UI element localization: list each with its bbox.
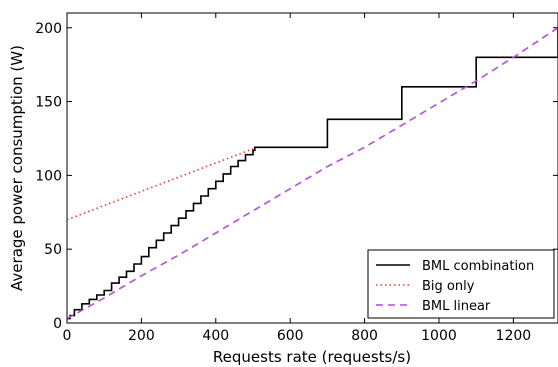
x-tick-label: 600 <box>277 328 304 344</box>
y-tick-label: 50 <box>44 242 62 258</box>
legend-label-bml-linear: BML linear <box>422 299 491 314</box>
y-tick-label: 100 <box>35 168 62 184</box>
y-tick-label: 200 <box>35 21 62 37</box>
legend-label-bml-combination: BML combination <box>422 259 534 274</box>
legend: BML combination Big only BML linear <box>367 249 555 319</box>
series-line-big-only <box>66 148 254 221</box>
x-tick-label: 0 <box>63 328 72 344</box>
x-tick-label: 200 <box>128 328 155 344</box>
x-tick-label: 800 <box>351 328 378 344</box>
series-line-bml-linear <box>66 27 558 320</box>
ticks-layer: 0 200 400 600 800 1000 1200 0 50 100 150 200 <box>35 13 558 344</box>
series-layer <box>66 27 558 320</box>
legend-box <box>367 249 555 319</box>
legend-label-big-only: Big only <box>422 279 475 294</box>
x-axis-label: Requests rate (requests/s) <box>213 348 411 366</box>
y-axis-label: Average power consumption (W) <box>8 45 26 291</box>
y-tick-label: 150 <box>35 95 62 111</box>
y-tick-label: 0 <box>53 316 62 332</box>
x-tick-label: 400 <box>202 328 229 344</box>
x-tick-label: 1200 <box>496 328 532 344</box>
x-tick-label: 1000 <box>421 328 457 344</box>
series-line-bml-combination <box>67 27 558 320</box>
